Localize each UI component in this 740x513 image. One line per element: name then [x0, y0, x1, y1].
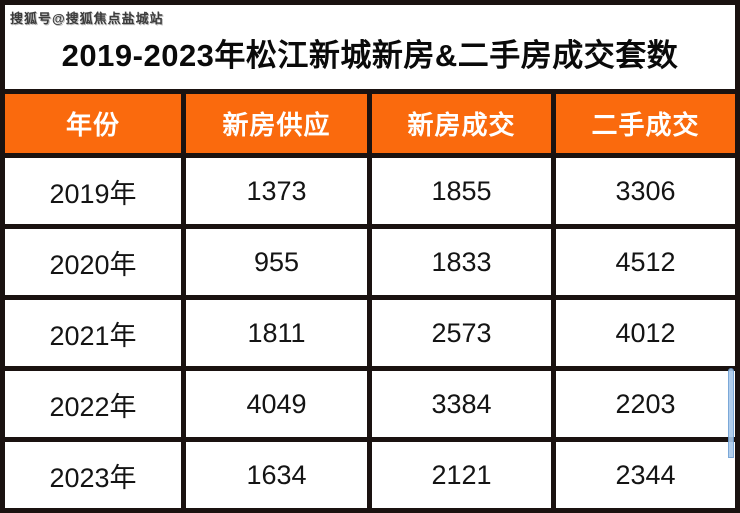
column-header-new-supply: 新房供应 — [186, 94, 367, 153]
year-cell: 2020年 — [5, 229, 181, 295]
table-cell: 4512 — [556, 229, 735, 295]
year-cell: 2023年 — [5, 442, 181, 508]
table-cell: 1855 — [372, 158, 551, 224]
table-cell: 1811 — [186, 300, 367, 366]
column-header-new-sold: 新房成交 — [372, 94, 551, 153]
year-cell: 2019年 — [5, 158, 181, 224]
selection-highlight-artifact — [728, 368, 734, 458]
table-cell: 3306 — [556, 158, 735, 224]
year-cell: 2021年 — [5, 300, 181, 366]
table-cell: 1634 — [186, 442, 367, 508]
column-header-year: 年份 — [5, 94, 181, 153]
table-cell: 2573 — [372, 300, 551, 366]
data-table: 年份 新房供应 新房成交 二手成交 2019年 1373 1855 3306 2… — [5, 94, 735, 508]
table-cell: 4049 — [186, 371, 367, 437]
watermark: 搜狐号@搜狐焦点盐城站 — [10, 11, 164, 26]
table-cell: 4012 — [556, 300, 735, 366]
table-cell: 1373 — [186, 158, 367, 224]
table-cell: 2121 — [372, 442, 551, 508]
table-cell: 955 — [186, 229, 367, 295]
column-header-resale-sold: 二手成交 — [556, 94, 735, 153]
page-title: 2019-2023年松江新城新房&二手房成交套数 — [61, 37, 679, 73]
table-cell: 2344 — [556, 442, 735, 508]
table-cell: 3384 — [372, 371, 551, 437]
title-band: 搜狐号@搜狐焦点盐城站 2019-2023年松江新城新房&二手房成交套数 — [5, 5, 735, 89]
table-cell: 2203 — [556, 371, 735, 437]
year-cell: 2022年 — [5, 371, 181, 437]
table-cell: 1833 — [372, 229, 551, 295]
